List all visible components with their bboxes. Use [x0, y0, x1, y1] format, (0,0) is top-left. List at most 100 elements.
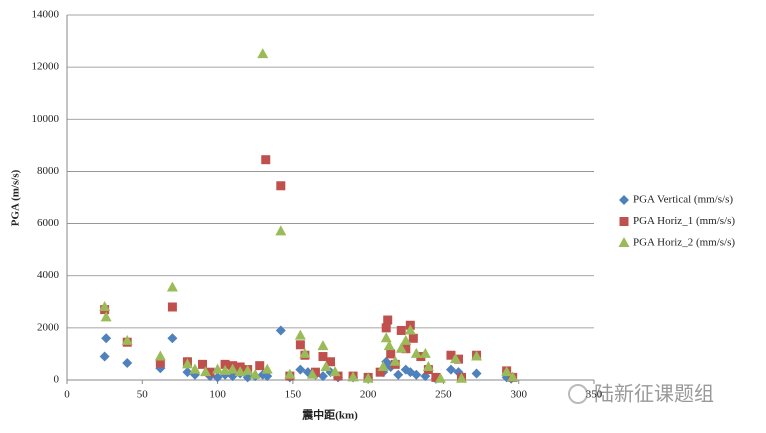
point — [99, 351, 110, 362]
point — [284, 368, 296, 379]
legend-marker — [619, 195, 629, 205]
point — [276, 181, 286, 191]
point — [317, 371, 328, 382]
y-tick-label: 4000 — [37, 269, 60, 281]
point — [320, 360, 332, 371]
point — [411, 369, 422, 380]
point — [408, 333, 418, 343]
point — [393, 369, 404, 380]
point — [295, 364, 306, 375]
point — [155, 358, 165, 368]
point — [400, 334, 412, 345]
point — [198, 359, 208, 369]
point — [396, 325, 406, 335]
point — [386, 349, 396, 359]
point — [507, 371, 519, 382]
y-tick-label: 12000 — [32, 61, 60, 73]
point — [121, 334, 133, 345]
point — [310, 367, 320, 377]
y-tick-label: 6000 — [37, 217, 60, 229]
point — [295, 340, 305, 350]
point — [100, 311, 112, 322]
point — [377, 360, 389, 371]
watermark-icon — [568, 384, 588, 404]
point — [381, 323, 391, 333]
watermark: 陆新征课题组 — [594, 382, 714, 406]
point — [395, 342, 407, 353]
point — [242, 372, 253, 383]
x-tick-label: 0 — [64, 389, 70, 401]
point — [275, 325, 286, 336]
point — [401, 344, 411, 354]
x-tick-label: 100 — [209, 389, 226, 401]
point — [326, 357, 335, 367]
point — [261, 155, 271, 165]
point — [227, 371, 238, 382]
point — [299, 347, 311, 358]
point — [383, 315, 393, 325]
point — [501, 366, 513, 377]
point — [101, 333, 112, 344]
y-tick-label: 2000 — [37, 321, 60, 333]
point — [434, 372, 446, 383]
x-axis-label: 震中距(km) — [301, 408, 358, 422]
point — [455, 372, 467, 383]
point — [249, 368, 261, 379]
point — [317, 340, 329, 351]
point — [318, 352, 328, 362]
point — [329, 366, 341, 377]
y-tick-label: 10000 — [32, 113, 60, 125]
point — [431, 372, 441, 382]
point — [182, 367, 193, 378]
point — [380, 332, 392, 343]
point — [294, 329, 306, 340]
point — [389, 355, 401, 366]
y-tick-label: 14000 — [32, 9, 60, 21]
point — [166, 281, 178, 292]
point — [471, 368, 482, 379]
point — [212, 372, 223, 383]
point — [255, 361, 265, 371]
point — [212, 363, 224, 374]
point — [446, 350, 456, 360]
point — [220, 359, 230, 369]
x-tick-label: 350 — [586, 389, 603, 401]
point — [154, 350, 166, 361]
legend-marker — [618, 237, 630, 247]
point — [410, 347, 422, 358]
point — [261, 363, 273, 374]
point — [262, 371, 273, 382]
point — [200, 366, 212, 377]
point — [167, 333, 178, 344]
legend-marker — [619, 217, 629, 226]
y-axis-label: PGA (m/s/s) — [10, 169, 22, 226]
point — [122, 358, 133, 369]
point — [419, 347, 431, 358]
legend-label: PGA Horiz_1 (mm/s/s) — [633, 215, 735, 227]
x-tick-label: 50 — [137, 389, 149, 401]
point — [205, 367, 215, 377]
x-tick-label: 200 — [360, 389, 377, 401]
point — [306, 368, 318, 379]
point — [422, 360, 434, 371]
point — [471, 350, 483, 361]
y-tick-label: 8000 — [37, 165, 60, 177]
point — [362, 372, 374, 383]
point — [242, 364, 254, 375]
legend-label: PGA Vertical (mm/s/s) — [633, 194, 733, 206]
point — [227, 363, 239, 374]
point — [449, 353, 461, 364]
point — [347, 371, 359, 382]
point — [445, 364, 456, 375]
y-tick-label: 0 — [54, 374, 60, 386]
x-tick-label: 150 — [285, 389, 302, 401]
point — [375, 367, 385, 377]
point — [181, 358, 193, 369]
point — [99, 301, 111, 311]
point — [383, 340, 395, 351]
legend-label: PGA Horiz_2 (mm/s/s) — [633, 237, 735, 249]
point — [404, 324, 416, 335]
x-tick-label: 250 — [435, 389, 452, 401]
point — [167, 302, 177, 312]
